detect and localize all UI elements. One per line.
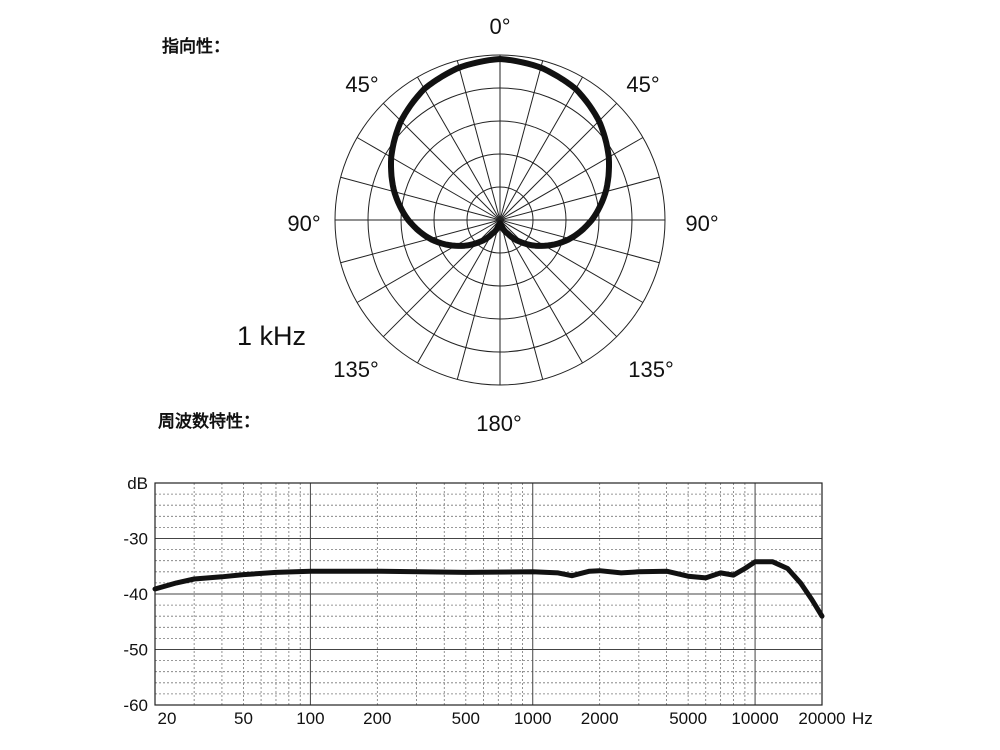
- x-tick-label: 10000: [731, 709, 778, 728]
- frequency-label: 1 kHz: [237, 321, 306, 351]
- x-tick-label: 100: [296, 709, 324, 728]
- polar-spoke: [340, 176, 501, 221]
- response-series-line: [152, 559, 825, 619]
- x-tick-label: 20000: [798, 709, 845, 728]
- polar-spoke: [340, 219, 501, 264]
- response-frame: [154, 482, 823, 706]
- x-tick-label: 1000: [514, 709, 552, 728]
- angle-label-180: 180°: [476, 411, 522, 436]
- polar-spoke: [456, 219, 501, 380]
- angle-label-45-left: 45°: [345, 72, 378, 97]
- response-x-unit-label: Hz: [852, 709, 873, 728]
- angle-label-135-left: 135°: [333, 357, 379, 382]
- y-tick-label: -50: [123, 641, 148, 660]
- response-ylabel: dB: [127, 474, 148, 493]
- response-grid: [154, 482, 823, 706]
- polar-spoke: [499, 137, 644, 221]
- response-tick-labels: 20 50 100 200 500 1000 2000 5000 10000 20000 -30 -4…: [123, 530, 845, 729]
- y-tick-label: -30: [123, 530, 148, 549]
- polar-spoke: [356, 219, 501, 303]
- angle-label-0: 0°: [489, 14, 510, 39]
- x-tick-label: 5000: [669, 709, 707, 728]
- polar-spoke: [499, 60, 544, 221]
- angle-label-45-right: 45°: [626, 72, 659, 97]
- angle-label-90-left: 90°: [287, 211, 320, 236]
- polar-pattern-curve: [388, 56, 612, 249]
- polar-spoke: [456, 60, 501, 221]
- polar-spoke: [499, 219, 644, 303]
- polar-spoke: [417, 76, 501, 221]
- polar-spoke: [499, 219, 583, 364]
- x-tick-label: 50: [234, 709, 253, 728]
- polar-spoke: [499, 176, 660, 221]
- polar-spoke: [499, 219, 660, 264]
- x-tick-label: 500: [452, 709, 480, 728]
- polar-grid: [334, 54, 666, 386]
- x-tick-label: 200: [363, 709, 391, 728]
- x-tick-label: 2000: [581, 709, 619, 728]
- response-title: 周波数特性：: [158, 411, 260, 432]
- x-tick-label: 20: [158, 709, 177, 728]
- y-tick-label: -40: [123, 585, 148, 604]
- polar-spoke: [499, 219, 544, 380]
- polar-title: 指向性：: [162, 36, 230, 57]
- angle-label-135-right: 135°: [628, 357, 674, 382]
- polar-spoke: [499, 76, 583, 221]
- polar-spoke: [417, 219, 501, 364]
- y-tick-label: -60: [123, 696, 148, 715]
- polar-spoke: [356, 137, 501, 221]
- angle-label-90-right: 90°: [685, 211, 718, 236]
